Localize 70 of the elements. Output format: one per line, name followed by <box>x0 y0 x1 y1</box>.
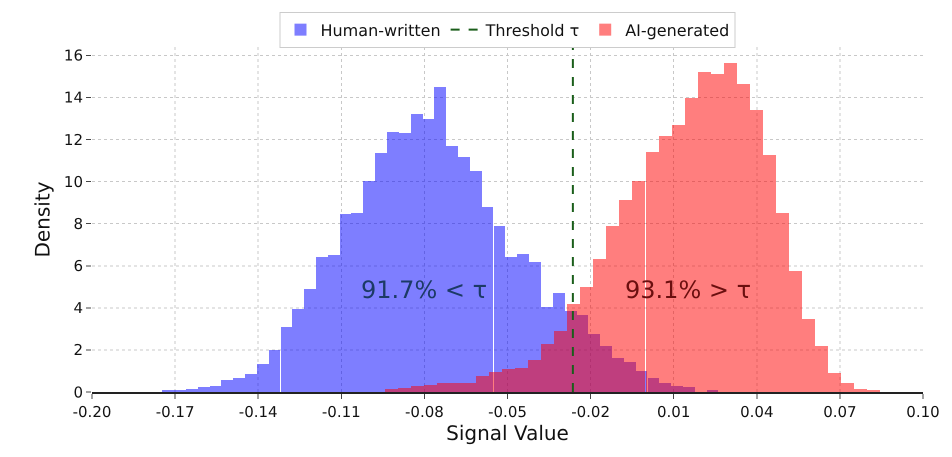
bar <box>763 155 776 392</box>
y-tick-label: 14 <box>64 88 83 107</box>
bar <box>304 289 316 392</box>
x-tick-label: -0.05 <box>488 402 527 421</box>
bar <box>328 255 340 392</box>
y-tick-label: 8 <box>73 214 83 233</box>
bar <box>776 213 789 392</box>
legend-label: Human-written <box>320 20 441 40</box>
bar <box>281 327 292 392</box>
bar <box>854 389 867 392</box>
x-tick-label: 0.10 <box>906 402 940 421</box>
bar <box>567 304 580 392</box>
bar <box>541 344 554 392</box>
bar <box>245 374 257 392</box>
bar <box>450 383 463 392</box>
x-tick-label: -0.02 <box>571 402 610 421</box>
x-tick-label: -0.14 <box>238 402 278 421</box>
bar <box>186 389 198 392</box>
bar <box>198 387 210 392</box>
bar <box>580 287 593 392</box>
bar <box>269 350 280 392</box>
x-tick-label: -0.17 <box>156 402 195 421</box>
y-axis-title: Density <box>30 181 54 258</box>
bar <box>515 368 528 392</box>
bar <box>476 376 489 392</box>
bar <box>802 319 815 392</box>
bar <box>351 213 363 392</box>
bar <box>424 385 437 392</box>
bar <box>292 309 304 392</box>
bar <box>398 388 411 392</box>
bar <box>750 110 763 392</box>
y-tick-label: 2 <box>73 341 83 360</box>
x-tick-label: -0.20 <box>72 402 112 421</box>
x-tick-label: 0.04 <box>740 402 774 421</box>
bar <box>385 389 398 392</box>
bar <box>489 372 502 392</box>
bar <box>528 360 541 392</box>
bar <box>437 383 450 392</box>
annotation: 91.7% < τ <box>361 276 488 304</box>
y-tick-label: 16 <box>64 46 83 65</box>
bar <box>463 383 476 392</box>
bar <box>221 380 233 392</box>
bar <box>841 383 854 392</box>
bar <box>316 257 328 392</box>
x-tick-label: 0.07 <box>823 402 857 421</box>
bar <box>257 364 269 392</box>
x-tick-label: -0.11 <box>322 402 361 421</box>
y-tick-label: 6 <box>73 257 83 276</box>
bar <box>815 346 828 392</box>
bar <box>411 386 424 392</box>
bar <box>340 214 352 392</box>
bar <box>210 386 221 392</box>
legend-label: AI-generated <box>625 20 730 40</box>
y-tick-label: 0 <box>73 383 83 402</box>
bar <box>233 378 245 392</box>
x-tick-label: 0.01 <box>656 402 690 421</box>
legend-label: Threshold τ <box>484 20 580 40</box>
y-tick-label: 10 <box>64 172 83 191</box>
bar <box>606 226 619 392</box>
y-tick-label: 4 <box>73 299 83 318</box>
bar <box>789 271 802 392</box>
x-tick-label: -0.08 <box>404 402 444 421</box>
bar <box>554 331 567 392</box>
bar <box>737 84 750 392</box>
bar <box>593 259 606 392</box>
bar <box>698 72 711 392</box>
y-tick-label: 12 <box>64 130 83 149</box>
x-axis-title: Signal Value <box>446 420 569 445</box>
bar <box>502 369 515 392</box>
bar <box>828 373 841 392</box>
